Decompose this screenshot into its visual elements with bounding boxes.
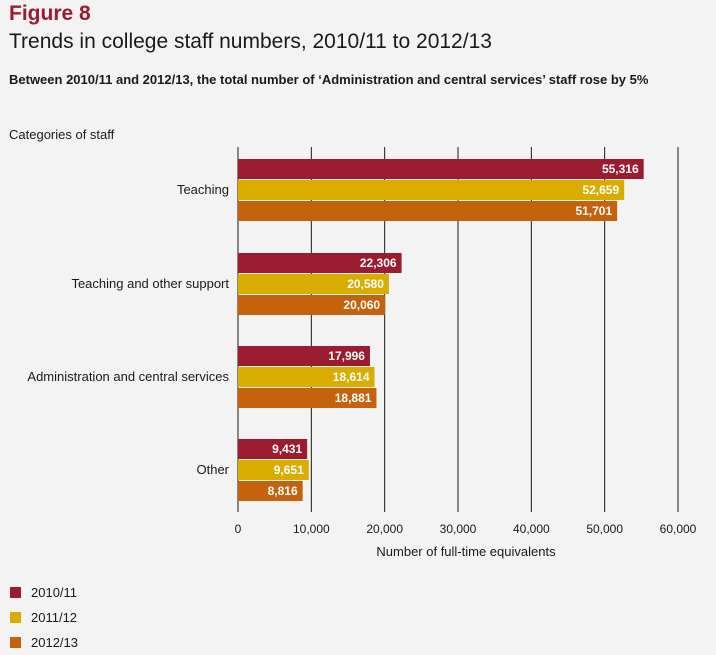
x-tick-label: 60,000 xyxy=(660,522,697,536)
bar-teaching-2012-13 xyxy=(238,201,618,221)
bar-value-label: 9,651 xyxy=(274,463,304,477)
bar-value-label: 8,816 xyxy=(268,484,298,498)
bar-teaching-and-other-support-2012-13 xyxy=(238,295,386,315)
bar-value-label: 22,306 xyxy=(360,256,397,270)
category-label-administration-and-central-services: Administration and central services xyxy=(27,369,229,384)
bar-value-label: 51,701 xyxy=(575,204,612,218)
x-axis-title: Number of full-time equivalents xyxy=(376,544,556,559)
bar-value-label: 9,431 xyxy=(272,442,302,456)
legend-item-2012-13: 2012/13 xyxy=(10,630,78,655)
x-tick-label: 30,000 xyxy=(440,522,477,536)
chart-subtitle: Between 2010/11 and 2012/13, the total n… xyxy=(9,72,649,87)
bar-other-2010-11 xyxy=(238,439,308,459)
x-tick-label: 50,000 xyxy=(586,522,623,536)
bar-other-2012-13 xyxy=(238,481,303,501)
legend-item-2011-12: 2011/12 xyxy=(10,605,78,630)
category-label-teaching: Teaching xyxy=(177,182,229,197)
legend-swatch-2010-11 xyxy=(10,587,21,598)
x-tick-label: 0 xyxy=(235,522,242,536)
figure-label: Figure 8 xyxy=(9,2,91,25)
bar-value-label: 52,659 xyxy=(582,183,619,197)
bar-other-2011-12 xyxy=(238,460,309,480)
bar-teaching-and-other-support-2010-11 xyxy=(238,253,402,273)
category-label-other: Other xyxy=(196,462,229,477)
bar-teaching-and-other-support-2011-12 xyxy=(238,274,389,294)
bar-teaching-2010-11 xyxy=(238,159,644,179)
legend-label-2012-13: 2012/13 xyxy=(31,635,78,650)
legend-swatch-2012-13 xyxy=(10,637,21,648)
bar-value-label: 55,316 xyxy=(602,162,639,176)
legend-swatch-2011-12 xyxy=(10,612,21,623)
bar-value-label: 18,881 xyxy=(335,391,372,405)
bar-administration-and-central-services-2012-13 xyxy=(238,388,377,408)
legend-label-2011-12: 2011/12 xyxy=(31,610,78,625)
y-axis-title: Categories of staff xyxy=(9,127,115,142)
bar-value-label: 20,060 xyxy=(343,298,380,312)
bar-administration-and-central-services-2010-11 xyxy=(238,346,370,366)
x-tick-label: 40,000 xyxy=(513,522,550,536)
bar-value-label: 17,996 xyxy=(328,349,365,363)
legend-item-2010-11: 2010/11 xyxy=(10,580,78,605)
bar-value-label: 18,614 xyxy=(333,370,370,384)
x-tick-label: 10,000 xyxy=(293,522,330,536)
category-label-teaching-and-other-support: Teaching and other support xyxy=(71,276,229,291)
x-tick-label: 20,000 xyxy=(366,522,403,536)
legend: 2010/11 2011/12 2012/13 xyxy=(10,580,78,655)
bar-teaching-2011-12 xyxy=(238,180,625,200)
chart-title: Trends in college staff numbers, 2010/11… xyxy=(9,30,492,53)
bar-administration-and-central-services-2011-12 xyxy=(238,367,375,387)
bar-value-label: 20,580 xyxy=(347,277,384,291)
legend-label-2010-11: 2010/11 xyxy=(31,585,78,600)
